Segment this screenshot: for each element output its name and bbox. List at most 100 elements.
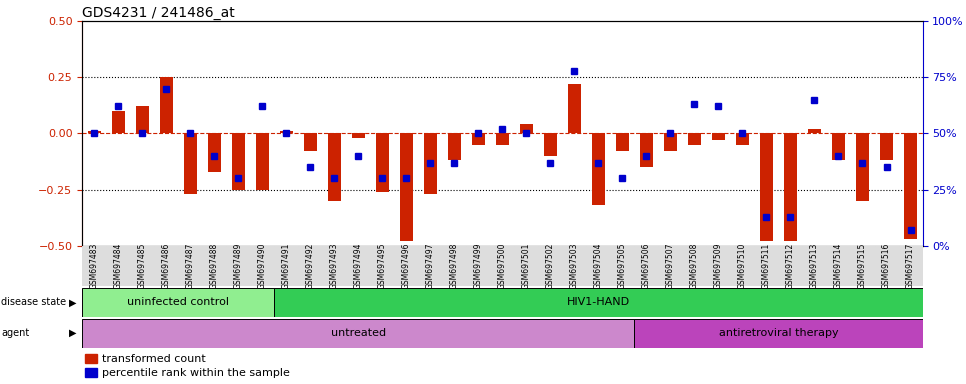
Text: GSM697500: GSM697500 [497, 243, 507, 289]
Bar [544, 134, 557, 156]
Text: GSM697484: GSM697484 [114, 243, 123, 289]
Text: GSM697488: GSM697488 [210, 243, 218, 289]
Bar [88, 131, 100, 134]
Bar [730, 246, 754, 286]
Bar [274, 246, 298, 286]
Bar [471, 134, 485, 145]
Bar [130, 246, 155, 286]
Text: GSM697515: GSM697515 [858, 243, 867, 289]
Bar [827, 246, 850, 286]
Text: transformed count: transformed count [102, 354, 206, 364]
Bar [303, 134, 317, 151]
Bar [82, 319, 635, 348]
Bar [568, 84, 581, 134]
Text: GSM697495: GSM697495 [378, 243, 386, 289]
Bar [615, 134, 629, 151]
Text: GSM697497: GSM697497 [426, 243, 435, 289]
Text: GSM697504: GSM697504 [594, 243, 603, 289]
Text: untreated: untreated [330, 328, 385, 338]
Text: GSM697512: GSM697512 [786, 243, 795, 289]
Text: GSM697487: GSM697487 [185, 243, 195, 289]
Text: GSM697502: GSM697502 [546, 243, 554, 289]
Bar [635, 319, 923, 348]
Text: GSM697503: GSM697503 [570, 243, 579, 289]
Text: ▶: ▶ [69, 297, 76, 308]
Bar [635, 246, 659, 286]
Bar [418, 246, 442, 286]
Text: GSM697509: GSM697509 [714, 243, 723, 289]
Bar [639, 134, 653, 167]
Text: GSM697501: GSM697501 [522, 243, 531, 289]
Bar [659, 246, 682, 286]
Bar [85, 368, 98, 377]
Text: GSM697516: GSM697516 [882, 243, 891, 289]
Bar [520, 124, 533, 134]
Text: GSM697513: GSM697513 [810, 243, 819, 289]
Bar [514, 246, 538, 286]
Bar [538, 246, 562, 286]
Bar [323, 246, 346, 286]
Text: GSM697511: GSM697511 [762, 243, 771, 289]
Text: GSM697494: GSM697494 [354, 243, 363, 289]
Bar [85, 354, 98, 363]
Bar [664, 134, 677, 151]
Bar [682, 246, 706, 286]
Bar [874, 246, 898, 286]
Text: GSM697507: GSM697507 [666, 243, 675, 289]
Bar [706, 246, 730, 286]
Bar [688, 134, 701, 145]
Bar [491, 246, 514, 286]
Text: GSM697486: GSM697486 [161, 243, 171, 289]
Bar [111, 111, 125, 134]
Bar [880, 134, 894, 161]
Text: GSM697489: GSM697489 [234, 243, 242, 289]
Bar [327, 134, 341, 201]
Text: GSM697493: GSM697493 [329, 243, 339, 289]
Text: GSM697517: GSM697517 [906, 243, 915, 289]
Bar [808, 129, 821, 134]
Text: GSM697490: GSM697490 [258, 243, 267, 289]
Bar [250, 246, 274, 286]
Bar [394, 246, 418, 286]
Text: GSM697485: GSM697485 [137, 243, 147, 289]
Text: GSM697510: GSM697510 [738, 243, 747, 289]
Bar [442, 246, 467, 286]
Bar [760, 134, 773, 241]
Bar [159, 77, 173, 134]
Text: ▶: ▶ [69, 328, 76, 338]
Text: GSM697514: GSM697514 [834, 243, 843, 289]
Bar [226, 246, 250, 286]
Bar [712, 134, 725, 140]
Bar [898, 246, 923, 286]
Bar [754, 246, 779, 286]
Bar [178, 246, 202, 286]
Bar [106, 246, 130, 286]
Bar [370, 246, 394, 286]
Bar [803, 246, 827, 286]
Bar [279, 131, 293, 134]
Text: agent: agent [1, 328, 29, 338]
Text: HIV1-HAND: HIV1-HAND [567, 297, 630, 308]
Bar [155, 246, 178, 286]
Bar [352, 134, 365, 138]
Text: GDS4231 / 241486_at: GDS4231 / 241486_at [82, 6, 235, 20]
Bar [208, 134, 221, 172]
Bar [496, 134, 509, 145]
Bar [82, 288, 274, 317]
Text: antiretroviral therapy: antiretroviral therapy [719, 328, 838, 338]
Text: GSM697498: GSM697498 [450, 243, 459, 289]
Bar [82, 246, 106, 286]
Text: disease state: disease state [1, 297, 66, 308]
Bar [592, 134, 605, 205]
Bar [376, 134, 389, 192]
Bar [256, 134, 269, 190]
Bar [586, 246, 611, 286]
Bar [611, 246, 635, 286]
Text: GSM697491: GSM697491 [282, 243, 291, 289]
Bar [779, 246, 803, 286]
Bar [346, 246, 370, 286]
Bar [400, 134, 412, 241]
Bar [562, 246, 586, 286]
Text: GSM697505: GSM697505 [618, 243, 627, 289]
Bar [850, 246, 874, 286]
